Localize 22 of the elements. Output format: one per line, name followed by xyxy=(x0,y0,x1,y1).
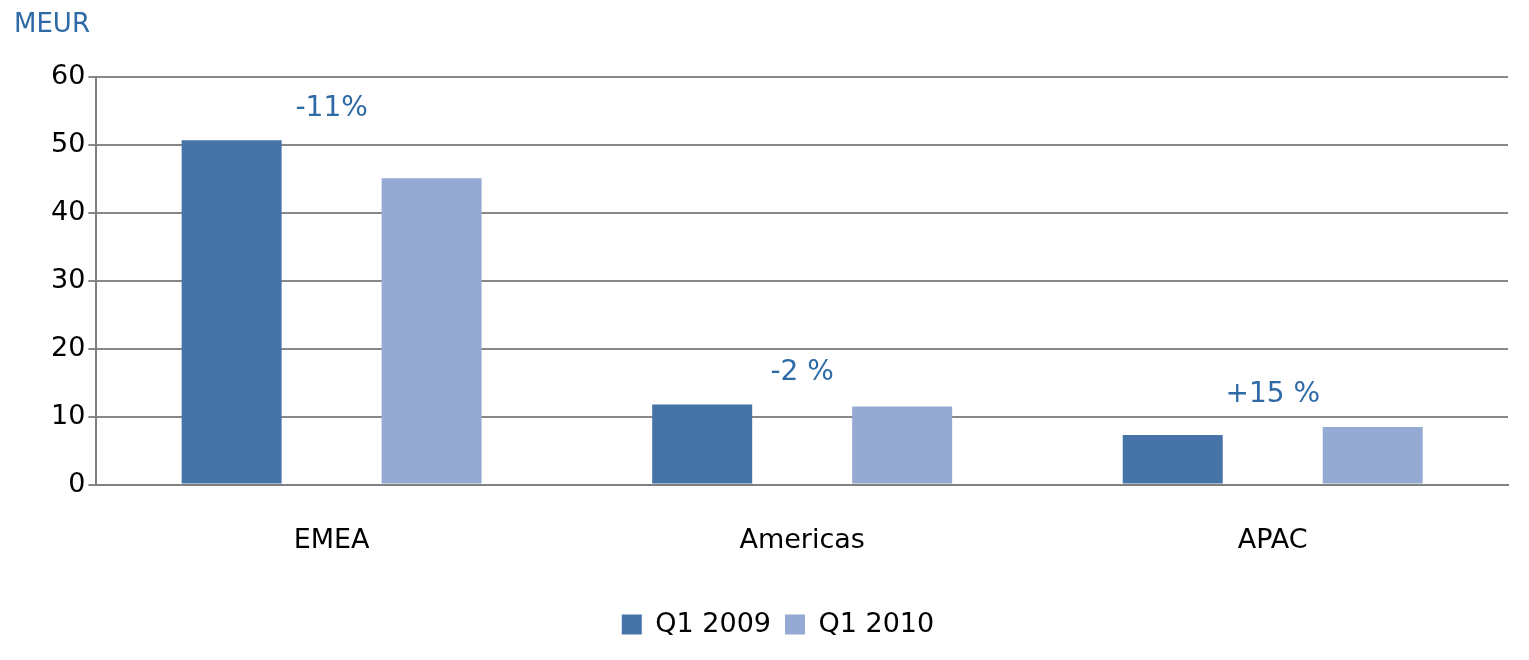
y-tick-label: 40 xyxy=(51,195,86,227)
bar xyxy=(1122,435,1223,484)
y-tick-label: 0 xyxy=(68,466,86,498)
legend-label: Q1 2010 xyxy=(818,606,935,638)
x-tick-label: Americas xyxy=(739,522,865,554)
annotation: -2 % xyxy=(770,353,834,387)
y-tick-label: 30 xyxy=(51,262,86,294)
y-tick-label: 20 xyxy=(51,330,86,362)
bar xyxy=(1322,426,1423,484)
y-tick-label: 60 xyxy=(51,59,86,91)
y-axis-title: MEUR xyxy=(13,8,91,40)
bar xyxy=(852,406,953,484)
y-tick-label: 10 xyxy=(51,398,86,430)
bar xyxy=(652,404,753,484)
bar xyxy=(181,140,282,484)
y-tick-label: 50 xyxy=(51,127,86,159)
legend-label: Q1 2009 xyxy=(655,606,772,638)
annotation: -11% xyxy=(295,89,368,123)
annotation: +15 % xyxy=(1225,376,1321,410)
x-tick-label: EMEA xyxy=(293,522,371,554)
x-tick-label: APAC xyxy=(1237,522,1308,554)
bar xyxy=(381,178,482,484)
